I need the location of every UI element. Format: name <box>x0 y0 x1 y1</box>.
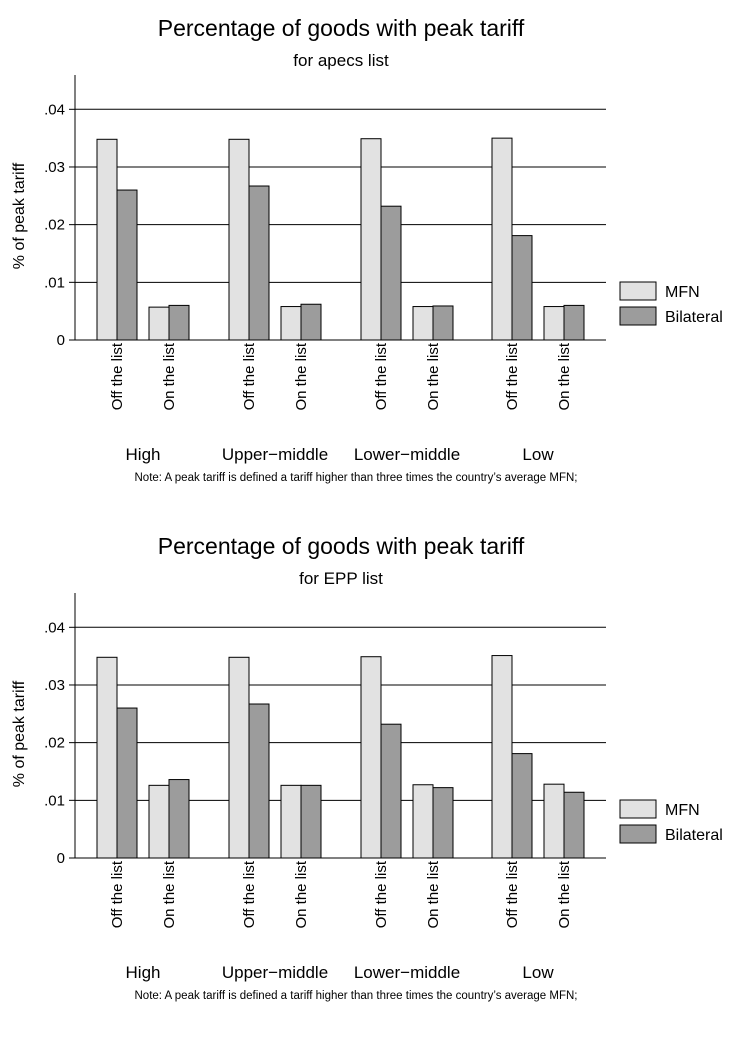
category-label: On the list <box>293 860 310 928</box>
bar-bilateral <box>248 185 270 341</box>
y-tick-label: .03 <box>44 159 65 176</box>
bar-bilateral <box>116 707 138 859</box>
y-tick-label: .01 <box>44 274 65 291</box>
bar-mfn <box>148 306 170 341</box>
legend-swatch-mfn <box>619 281 657 301</box>
bar-bilateral <box>511 235 533 341</box>
category-label: Off the list <box>241 342 258 410</box>
chart-panel: Percentage of goods with peak tariff for … <box>11 15 723 484</box>
legend-swatch-mfn <box>619 799 657 819</box>
chart-title: Percentage of goods with peak tariff <box>158 533 525 559</box>
bar-bilateral <box>116 189 138 341</box>
group-label: High <box>126 963 161 982</box>
group-label: Lower−middle <box>354 963 460 982</box>
bar-bilateral <box>380 723 402 859</box>
y-axis-label: % of peak tariff <box>11 162 28 269</box>
group-label: High <box>126 445 161 464</box>
bar-bilateral <box>300 303 322 341</box>
legend-label-bilateral: Bilateral <box>665 827 723 844</box>
group-label: Upper−middle <box>222 963 328 982</box>
category-label: On the list <box>161 342 178 410</box>
category-label: Off the list <box>504 342 521 410</box>
category-label: On the list <box>293 342 310 410</box>
bar-bilateral <box>168 779 190 859</box>
chart-title: Percentage of goods with peak tariff <box>158 15 525 41</box>
legend-swatch-bilateral <box>619 824 657 844</box>
y-axis-label: % of peak tariff <box>11 680 28 787</box>
category-label: On the list <box>161 860 178 928</box>
bar-mfn <box>228 656 250 859</box>
note-text: Note: A peak tariff is defined a tariff … <box>135 472 578 484</box>
y-tick-label: .03 <box>44 677 65 694</box>
bar-bilateral <box>432 787 454 859</box>
bar-bilateral <box>248 703 270 859</box>
category-label: Off the list <box>241 860 258 928</box>
bar-mfn <box>228 138 250 341</box>
legend-label-mfn: MFN <box>665 284 700 301</box>
group-label: Upper−middle <box>222 445 328 464</box>
y-tick-label: 0 <box>57 850 65 867</box>
y-tick-label: .02 <box>44 735 65 752</box>
bar-bilateral <box>168 304 190 341</box>
group-label: Low <box>522 445 554 464</box>
group-label: Lower−middle <box>354 445 460 464</box>
bar-bilateral <box>432 305 454 341</box>
y-tick-label: 0 <box>57 332 65 349</box>
category-label: On the list <box>425 860 442 928</box>
bar-mfn <box>491 655 513 859</box>
chart-panel: Percentage of goods with peak tariff for … <box>11 533 723 1002</box>
bar-mfn <box>412 306 434 341</box>
bar-mfn <box>96 656 118 859</box>
category-label: On the list <box>556 860 573 928</box>
group-label: Low <box>522 963 554 982</box>
bar-bilateral <box>563 791 585 859</box>
category-label: Off the list <box>504 860 521 928</box>
y-tick-label: .01 <box>44 792 65 809</box>
bar-bilateral <box>380 205 402 341</box>
bar-mfn <box>280 306 302 341</box>
chart-subtitle: for EPP list <box>299 569 383 588</box>
bar-mfn <box>280 784 302 859</box>
legend-label-mfn: MFN <box>665 802 700 819</box>
category-label: Off the list <box>109 860 126 928</box>
y-tick-label: .04 <box>44 619 65 636</box>
bar-mfn <box>412 784 434 859</box>
y-tick-label: .04 <box>44 101 65 118</box>
category-label: On the list <box>425 342 442 410</box>
note-text: Note: A peak tariff is defined a tariff … <box>135 990 578 1002</box>
bar-mfn <box>491 137 513 341</box>
category-label: Off the list <box>373 342 390 410</box>
bar-bilateral <box>300 784 322 859</box>
legend-label-bilateral: Bilateral <box>665 309 723 326</box>
category-label: Off the list <box>109 342 126 410</box>
bar-mfn <box>360 656 382 859</box>
chart-subtitle: for apecs list <box>293 51 389 70</box>
bar-mfn <box>543 783 565 859</box>
category-label: Off the list <box>373 860 390 928</box>
y-tick-label: .02 <box>44 217 65 234</box>
bar-mfn <box>96 138 118 341</box>
bar-mfn <box>360 138 382 341</box>
bar-mfn <box>543 306 565 341</box>
bar-bilateral <box>563 304 585 341</box>
category-label: On the list <box>556 342 573 410</box>
legend-swatch-bilateral <box>619 306 657 326</box>
bar-bilateral <box>511 753 533 859</box>
bar-mfn <box>148 784 170 859</box>
